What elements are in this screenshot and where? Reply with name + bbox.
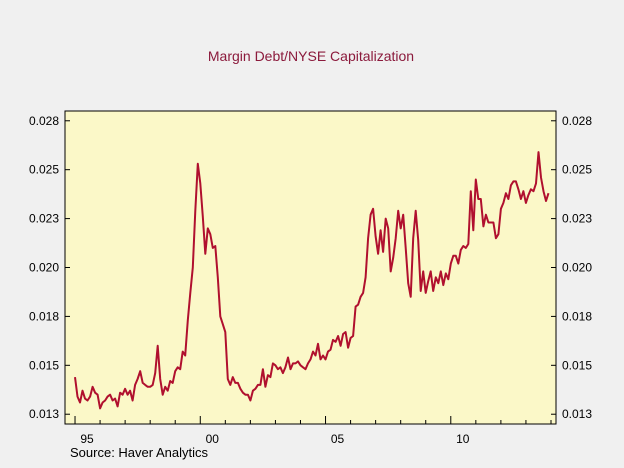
y-tick-label-left: 0.025	[29, 163, 59, 177]
x-tick-label: 00	[206, 432, 220, 446]
chart-title: Margin Debt/NYSE Capitalization	[208, 48, 414, 64]
y-tick-label-left: 0.028	[29, 114, 59, 128]
x-tick-label: 10	[456, 432, 470, 446]
x-tick-label: 05	[331, 432, 345, 446]
y-tick-label-right: 0.028	[562, 114, 592, 128]
y-tick-label-right: 0.025	[562, 163, 592, 177]
y-tick-label-left: 0.018	[29, 309, 59, 323]
plot-area	[64, 110, 557, 425]
x-tick-label: 95	[80, 432, 94, 446]
y-tick-label-left: 0.015	[29, 358, 59, 372]
y-tick-label-right: 0.018	[562, 309, 592, 323]
y-tick-label-left: 0.020	[29, 261, 59, 275]
y-tick-label-right: 0.013	[562, 407, 592, 421]
y-tick-label-left: 0.013	[29, 407, 59, 421]
series-line-margin-debt	[74, 151, 550, 410]
axis-ticks: 0.013 0.013 0.015 0.015 0.018 0.018 0.020 0.020…	[29, 114, 592, 446]
source-note: Source: Haver Analytics	[70, 445, 209, 460]
y-tick-label-right: 0.020	[562, 261, 592, 275]
y-tick-label-left: 0.023	[29, 212, 59, 226]
y-tick-label-right: 0.015	[562, 358, 592, 372]
y-tick-label-right: 0.023	[562, 212, 592, 226]
